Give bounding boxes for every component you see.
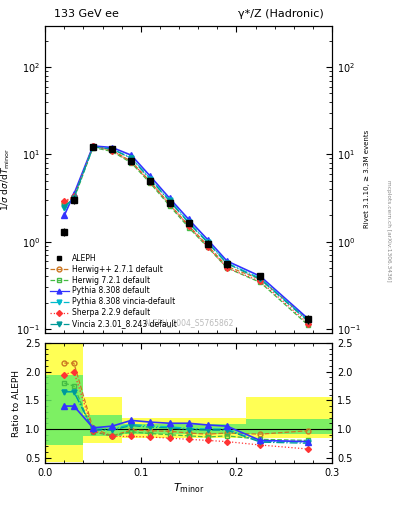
Text: 133 GeV ee: 133 GeV ee [54,9,119,19]
Y-axis label: $1/\sigma\;\mathrm{d}\sigma/\mathrm{d}T_\mathrm{minor}$: $1/\sigma\;\mathrm{d}\sigma/\mathrm{d}T_… [0,147,12,211]
Y-axis label: Rivet 3.1.10, ≥ 3.3M events: Rivet 3.1.10, ≥ 3.3M events [364,130,369,228]
Legend: ALEPH, Herwig++ 2.7.1 default, Herwig 7.2.1 default, Pythia 8.308 default, Pythi: ALEPH, Herwig++ 2.7.1 default, Herwig 7.… [49,253,178,329]
Text: mcplots.cern.ch [arXiv:1306.3436]: mcplots.cern.ch [arXiv:1306.3436] [386,180,391,281]
Y-axis label: Ratio to ALEPH: Ratio to ALEPH [12,370,21,437]
Text: γ*/Z (Hadronic): γ*/Z (Hadronic) [238,9,323,19]
X-axis label: $T_\mathrm{minor}$: $T_\mathrm{minor}$ [173,481,204,495]
Text: ALEPH_2004_S5765862: ALEPH_2004_S5765862 [143,317,234,327]
